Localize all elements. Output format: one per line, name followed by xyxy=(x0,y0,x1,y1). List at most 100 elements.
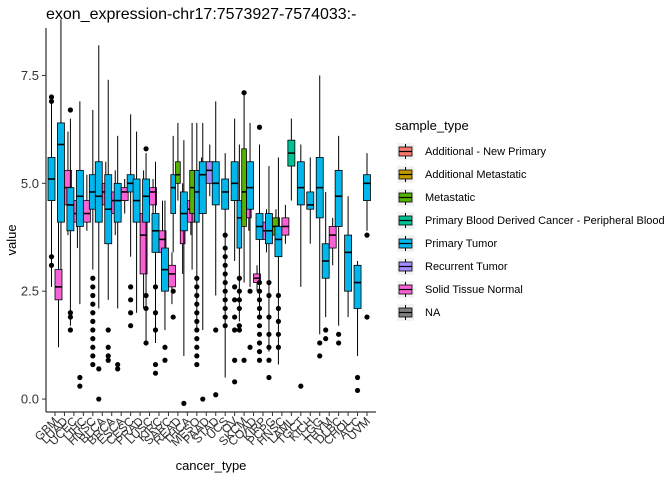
outlier-point xyxy=(213,392,219,398)
outlier-point xyxy=(194,301,200,307)
box-iqr xyxy=(142,178,150,223)
box-paad-primary-tumor xyxy=(198,122,207,402)
box-iqr xyxy=(230,161,239,201)
outlier-point xyxy=(266,357,272,363)
outlier-point xyxy=(128,284,134,290)
outlier-point xyxy=(90,318,96,324)
box-iqr xyxy=(363,174,371,201)
outlier-point xyxy=(115,366,121,372)
outlier-point xyxy=(152,370,159,376)
outlier-point xyxy=(236,297,242,303)
outlier-point xyxy=(143,340,149,346)
outlier-point xyxy=(256,357,263,363)
x-axis: GBMLUADUCECLIHCHNSCBLCABRCAESCACESCPRADL… xyxy=(32,411,376,449)
outlier-point xyxy=(222,271,228,277)
outlier-point xyxy=(266,279,272,286)
outlier-point xyxy=(162,357,168,363)
outlier-point xyxy=(256,314,263,320)
outlier-point xyxy=(194,344,200,350)
box-thym-primary-tumor xyxy=(321,191,330,342)
legend-label: Additional Metastatic xyxy=(425,169,527,181)
outlier-point xyxy=(247,344,253,350)
outlier-point xyxy=(256,279,263,286)
outlier-point xyxy=(152,327,159,333)
outlier-point xyxy=(266,292,272,299)
box-skcm-primary-tumor xyxy=(236,144,243,333)
outlier-point xyxy=(323,327,329,333)
box-iqr xyxy=(274,226,283,258)
box-laml-primary-blood-derived-cancer-peripheral-blood xyxy=(287,118,296,201)
outlier-point xyxy=(96,396,102,402)
outlier-point xyxy=(105,327,111,333)
y-tick-label: 5.0 xyxy=(21,176,39,191)
legend-label: Additional - New Primary xyxy=(425,146,547,158)
box-iqr xyxy=(54,269,63,301)
box-hnsc-primary-tumor xyxy=(88,109,97,368)
outlier-point xyxy=(222,314,228,320)
outlier-point xyxy=(90,301,96,307)
y-tick-label: 7.5 xyxy=(21,68,39,83)
outlier-point xyxy=(256,297,263,303)
legend-label: Primary Tumor xyxy=(425,238,497,250)
outlier-point xyxy=(152,310,159,316)
x-axis-title: cancer_type xyxy=(176,458,247,473)
legend-label: Solid Tissue Normal xyxy=(425,284,523,296)
legend-item: Primary Blood Derived Cancer - Periphera… xyxy=(397,212,665,229)
outlier-point xyxy=(222,279,228,286)
outlier-point xyxy=(105,353,111,359)
outlier-point xyxy=(181,400,187,406)
outlier-point xyxy=(48,98,55,104)
outlier-point xyxy=(105,357,111,363)
legend-item: Additional - New Primary xyxy=(397,143,547,160)
box-iqr xyxy=(296,161,305,206)
outlier-point xyxy=(232,284,238,290)
box-brca-primary-tumor xyxy=(104,79,113,363)
legend-item: NA xyxy=(397,304,441,321)
outlier-point xyxy=(90,327,96,333)
outlier-point xyxy=(90,336,96,342)
outlier-point xyxy=(200,396,206,402)
outlier-point xyxy=(222,245,228,251)
outlier-point xyxy=(96,366,102,372)
outlier-point xyxy=(143,305,149,312)
box-iqr xyxy=(168,264,176,288)
box-hnsc2-solid-tissue-normal xyxy=(281,204,290,244)
outlier-point xyxy=(275,344,282,350)
box-esca-primary-tumor xyxy=(113,135,122,372)
box-ucs-primary-tumor xyxy=(221,153,230,378)
outlier-point xyxy=(194,284,200,290)
outlier-point xyxy=(241,357,247,363)
outlier-point xyxy=(256,323,263,329)
outlier-point xyxy=(170,314,176,320)
box-ov-primary-tumor xyxy=(230,118,239,385)
outlier-point xyxy=(256,331,263,337)
box-iqr xyxy=(328,226,337,249)
box-meso-primary-tumor xyxy=(194,122,200,368)
box-iqr xyxy=(82,200,91,223)
outlier-point xyxy=(323,336,329,342)
outlier-point xyxy=(236,288,242,294)
box-iqr xyxy=(353,264,362,309)
legend-label: Recurrent Tumor xyxy=(425,261,508,273)
box-read-metastatic xyxy=(175,122,181,201)
outlier-point xyxy=(222,323,228,329)
outlier-point xyxy=(152,361,159,368)
box-lihc-primary-tumor xyxy=(75,101,84,389)
outlier-point xyxy=(364,232,370,238)
box-blca-primary-tumor xyxy=(94,45,103,402)
box-chol-primary-tumor xyxy=(344,196,352,318)
box-kirc-primary-tumor xyxy=(151,161,160,376)
outlier-point xyxy=(336,331,342,337)
outlier-point xyxy=(194,292,200,299)
outlier-point xyxy=(105,344,111,350)
outlier-point xyxy=(236,275,242,281)
box-prad-primary-tumor xyxy=(132,131,141,313)
outlier-point xyxy=(275,292,282,299)
legend-item: Primary Tumor xyxy=(397,235,497,252)
box-iqr xyxy=(113,182,122,223)
legend-label: NA xyxy=(425,307,441,319)
chart-title: exon_expression-chr17:7573927-7574033:- xyxy=(46,6,356,23)
outlier-point xyxy=(194,327,200,333)
box-iqr xyxy=(246,161,254,210)
